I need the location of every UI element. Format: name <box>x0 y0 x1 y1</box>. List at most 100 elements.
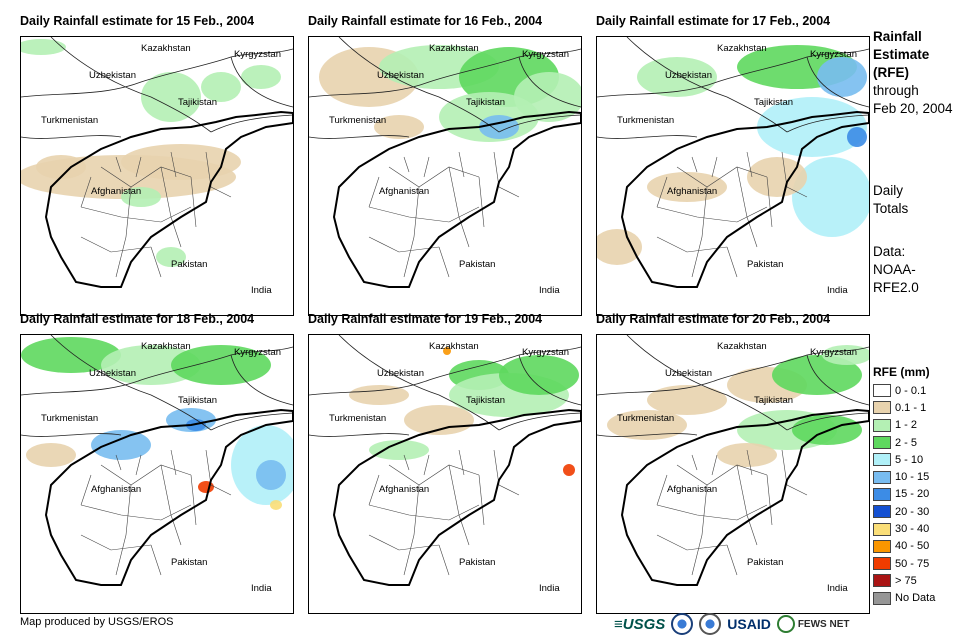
country-border <box>338 37 500 133</box>
rainfall-area <box>349 385 409 405</box>
legend-label: 40 - 50 <box>895 540 930 553</box>
province-border <box>478 474 485 526</box>
province-border <box>458 151 465 178</box>
province-border <box>726 246 738 278</box>
legend-label: 5 - 10 <box>895 453 924 466</box>
country-border <box>597 346 869 396</box>
province-border <box>115 484 132 576</box>
rainfall-map-svg: Kazakhstan Kyrgyzstan Uzbekistan Tajikistan… <box>21 335 293 594</box>
usaid-seal-icon <box>699 613 722 635</box>
rainfall-area <box>21 39 66 55</box>
province-border <box>458 449 465 476</box>
legend-title: RFE (mm) <box>873 365 930 379</box>
country-label-afghanistan: Afghanistan <box>667 484 717 495</box>
country-border <box>50 335 212 431</box>
legend-label: 0 - 0.1 <box>895 384 927 397</box>
country-label-india: India <box>251 285 272 296</box>
legend-heading: Rainfall Estimate (RFE) through Feb 20, … <box>873 28 953 118</box>
rainfall-area <box>121 187 161 207</box>
rainfall-area <box>607 410 687 440</box>
province-border <box>100 166 192 188</box>
country-label-tajikistan: Tajikistan <box>754 97 793 108</box>
province-border <box>766 176 773 228</box>
data-source: Data: NOAA- RFE2.0 <box>873 243 919 297</box>
province-border <box>448 464 470 546</box>
panel-title: Daily Rainfall estimate for 17 Feb., 200… <box>596 14 831 28</box>
legend-label: 15 - 20 <box>895 488 930 501</box>
country-border <box>309 346 581 396</box>
country-label-afghanistan: Afghanistan <box>379 484 429 495</box>
province-border <box>115 186 132 278</box>
province-border <box>656 176 668 208</box>
country-label-uzbekistan: Uzbekistan <box>665 368 712 379</box>
totals-label: Totals <box>873 201 909 216</box>
province-border <box>691 484 708 576</box>
province-border <box>691 454 698 471</box>
legend-item: 15 - 20 <box>873 486 973 503</box>
rainfall-area <box>36 155 86 179</box>
legend-item: 2 - 5 <box>873 434 973 451</box>
afghanistan-border <box>620 408 869 586</box>
legend-swatch <box>873 384 891 398</box>
province-border <box>388 464 480 486</box>
province-border <box>80 176 92 208</box>
rainfall-area <box>256 460 286 490</box>
rainfall-area <box>26 443 76 467</box>
rainfall-area <box>374 115 424 139</box>
country-label-pakistan: Pakistan <box>747 259 783 270</box>
rainfall-area <box>597 229 642 265</box>
country-border <box>50 37 212 133</box>
legend-swatch <box>873 470 891 484</box>
fews-globe-icon <box>776 615 795 633</box>
afghanistan-border <box>620 110 869 288</box>
province-border <box>423 454 430 476</box>
country-label-uzbekistan: Uzbekistan <box>377 368 424 379</box>
daily-label: Daily <box>873 183 904 198</box>
province-border <box>80 236 152 253</box>
province-border <box>368 504 480 521</box>
country-label-turkmenistan: Turkmenistan <box>41 413 98 424</box>
rainfall-area <box>479 115 519 139</box>
legend-swatch <box>873 487 891 501</box>
province-border <box>656 474 668 506</box>
rainfall-area <box>101 345 201 385</box>
province-border <box>403 484 420 576</box>
rainfall-area <box>499 355 579 395</box>
legend-item: 20 - 30 <box>873 503 973 520</box>
legend-item: 10 - 15 <box>873 468 973 485</box>
province-border <box>135 156 142 178</box>
rainfall-map: Kazakhstan Kyrgyzstan Uzbekistan Tajikistan… <box>308 36 582 316</box>
legend-label: > 75 <box>895 574 917 587</box>
legend-swatch <box>873 401 891 415</box>
rainfall-map: Kazakhstan Kyrgyzstan Uzbekistan Tajikistan… <box>308 334 582 614</box>
province-border <box>368 474 380 506</box>
legend-label: 20 - 30 <box>895 505 930 518</box>
province-border <box>190 474 197 526</box>
province-border <box>656 534 728 551</box>
data-source-line-1: NOAA- <box>873 262 916 277</box>
data-source-line-2: RFE2.0 <box>873 280 919 295</box>
country-label-turkmenistan: Turkmenistan <box>329 115 386 126</box>
province-border <box>403 156 410 173</box>
province-border <box>438 544 450 576</box>
country-label-kazakhstan: Kazakhstan <box>141 341 191 352</box>
country-border <box>498 114 581 133</box>
province-border <box>135 454 142 476</box>
rainfall-area <box>747 157 807 197</box>
province-border <box>493 449 520 496</box>
province-border <box>150 246 162 278</box>
daily-totals: Daily Totals <box>873 182 908 218</box>
rainfall-area <box>792 157 869 237</box>
legend-swatch <box>873 557 891 571</box>
rainfall-map-svg: Kazakhstan Kyrgyzstan Uzbekistan Tajikistan… <box>597 335 869 594</box>
rainfall-area <box>369 440 429 460</box>
country-label-kyrgyzstan: Kyrgyzstan <box>810 347 857 358</box>
country-label-afghanistan: Afghanistan <box>379 186 429 197</box>
province-border <box>150 544 162 576</box>
country-border <box>338 335 500 431</box>
country-border <box>597 433 698 437</box>
fews-net-label: FEWS NET <box>797 618 850 630</box>
province-border <box>190 176 197 228</box>
country-border <box>21 433 122 437</box>
rainfall-map-svg: Kazakhstan Kyrgyzstan Uzbekistan Tajikistan… <box>309 37 581 296</box>
